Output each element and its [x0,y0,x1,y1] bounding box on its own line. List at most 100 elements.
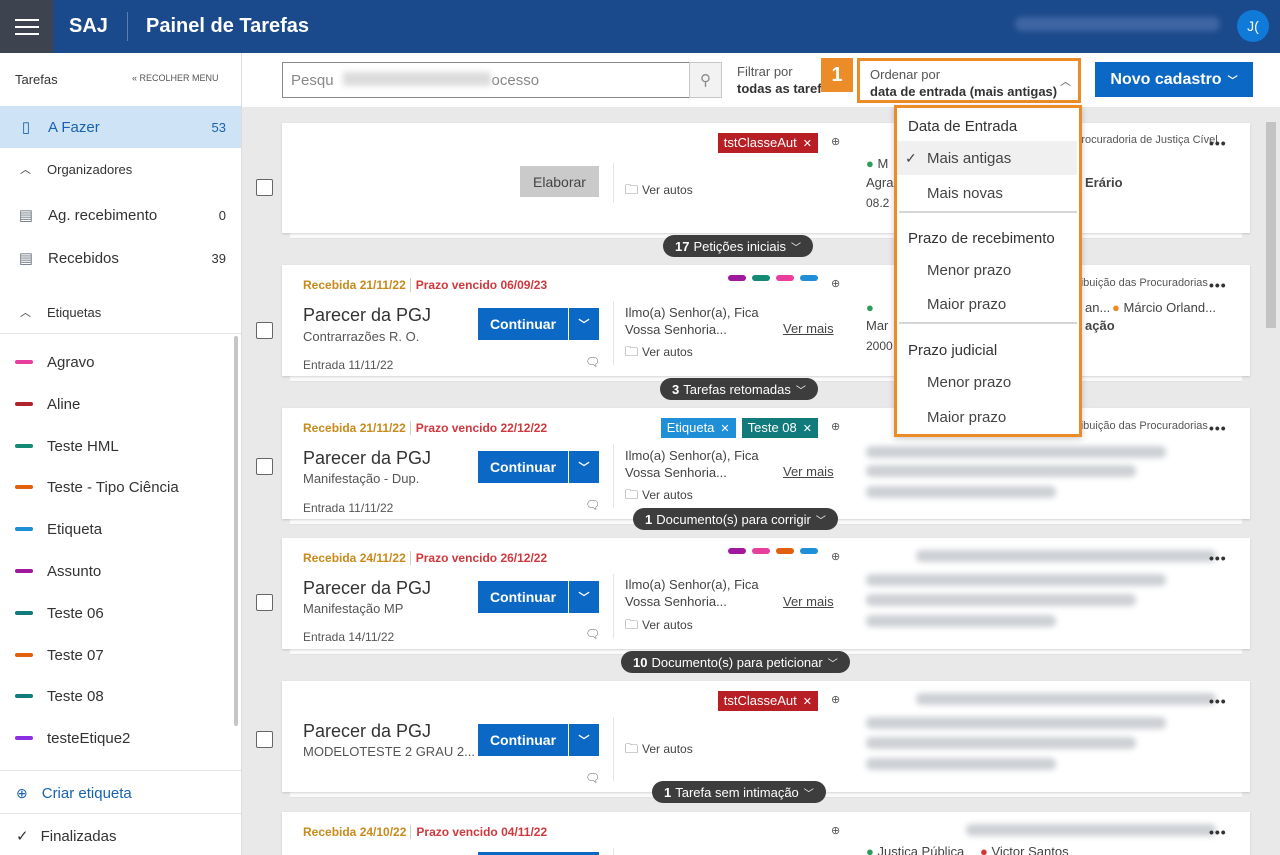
task-checkbox[interactable] [256,731,273,748]
order-option-oldest[interactable]: ✓ Mais antigas [897,141,1077,175]
comment-icon[interactable]: 🗨 [585,498,601,512]
sidebar-section-organizers[interactable]: ︿ Organizadores [0,148,241,190]
new-registration-button[interactable]: Novo cadastro ﹀ [1095,62,1253,97]
sidebar-item-todo[interactable]: ▯ A Fazer 53 [0,106,241,148]
card-group-toggle[interactable]: 1 Documento(s) para corrigir ﹀ [633,508,838,530]
sidebar-item-ag-recebimento[interactable]: ▤ Ag. recebimento 0 [0,194,241,236]
order-option-judicial-shortest[interactable]: Menor prazo [897,365,1077,399]
view-records-link[interactable]: 🗀 Ver autos [625,740,693,762]
order-option-judicial-longest[interactable]: Maior prazo [897,400,1077,434]
sidebar-tag[interactable]: Assunto [0,551,232,591]
order-option-receipt-shortest[interactable]: Menor prazo [897,253,1077,287]
avatar[interactable]: J( [1237,10,1269,42]
task-card[interactable]: tstClasseAut ✕ ⊕ Parecer da PGJ MODELOTES… [282,681,1250,792]
see-more-link[interactable]: Ver mais [783,464,834,479]
tag-dot[interactable] [776,275,794,281]
view-records-link[interactable]: 🗀 Ver autos [625,616,693,638]
comment-icon[interactable]: 🗨 [585,627,601,641]
task-card[interactable]: tstClasseAut ✕ ⊕ Elaborar 🗀 Ver autos Proc… [282,123,1250,233]
elaborate-button[interactable]: Elaborar [520,166,599,197]
close-icon[interactable]: ✕ [802,423,812,435]
card-group-toggle[interactable]: 1 Tarefa sem intimação ﹀ [652,781,826,803]
chevron-down-icon[interactable]: ﹀ [568,581,599,613]
main-scrollbar[interactable] [1266,122,1276,328]
comment-icon[interactable]: 🗨 [585,355,601,369]
task-card[interactable]: Recebida 21/11/22 Prazo vencido 06/09/23 … [282,265,1250,376]
sidebar-tag[interactable]: Teste - Tipo Ciência [0,467,232,507]
create-tag-button[interactable]: ⊕ Criar etiqueta [0,772,241,814]
brand-logo[interactable]: SAJ [69,15,108,37]
sidebar-scrollbar[interactable] [234,336,238,726]
tag-dot[interactable] [752,275,770,281]
view-records-link[interactable]: 🗀 Ver autos [625,486,693,508]
continue-button[interactable]: Continuar ﹀ [478,724,599,756]
sidebar-section-labels[interactable]: ︿ Etiquetas [0,291,241,333]
more-options-icon[interactable]: ••• [1209,824,1227,840]
sidebar-item-finalizadas[interactable]: ✓ Finalizadas [0,815,241,855]
chevron-down-icon[interactable]: ﹀ [568,451,599,483]
order-option-receipt-longest[interactable]: Maior prazo [897,287,1077,321]
close-icon[interactable]: ✕ [802,696,812,708]
order-option-newest[interactable]: Mais novas [897,176,1077,210]
filter-dropdown[interactable]: Filtrar por todas as taref [737,63,822,97]
tag-chip[interactable]: tstClasseAut ✕ [717,133,818,153]
tag-chip[interactable]: tstClasseAut ✕ [717,691,818,711]
sidebar-tag[interactable]: Etiqueta [0,509,232,549]
task-checkbox[interactable] [256,458,273,475]
tag-add-icon[interactable]: ⊕ [831,825,841,837]
task-checkbox[interactable] [256,594,273,611]
sidebar-item-recebidos[interactable]: ▤ Recebidos 39 [0,237,241,279]
more-options-icon[interactable]: ••• [1209,693,1227,709]
more-options-icon[interactable]: ••• [1209,420,1227,436]
sidebar-tag[interactable]: Aline [0,384,232,424]
close-icon[interactable]: ✕ [720,423,730,435]
search-button[interactable]: ⚲ [689,62,722,98]
sidebar-tag[interactable]: Teste 06 [0,593,232,633]
close-icon[interactable]: ✕ [802,138,812,150]
continue-button[interactable] [478,852,599,855]
more-options-icon[interactable]: ••• [1209,277,1227,293]
search-input[interactable]: Pesqu ocesso [282,62,690,98]
chevron-down-icon[interactable]: ﹀ [568,308,599,340]
continue-button[interactable]: Continuar ﹀ [478,451,599,483]
tag-add-icon[interactable]: ⊕ [831,136,841,148]
view-records-link[interactable]: 🗀 Ver autos [625,343,693,365]
tag-chip[interactable]: Etiqueta ✕ [660,418,736,438]
see-more-link[interactable]: Ver mais [783,321,834,336]
task-checkbox[interactable] [256,322,273,339]
tag-add-icon[interactable]: ⊕ [831,278,841,290]
sidebar-tag[interactable]: Teste 08 [0,676,232,716]
chevron-down-icon[interactable]: ﹀ [568,724,599,756]
menu-icon[interactable] [0,0,53,53]
tag-dot[interactable] [800,275,818,281]
see-more-link[interactable]: Ver mais [783,594,834,609]
collapse-menu-button[interactable]: « RECOLHER MENU [132,73,219,83]
comment-icon[interactable]: 🗨 [585,771,601,785]
task-card[interactable]: Recebida 21/11/22 Prazo vencido 22/12/22 … [282,408,1250,519]
tag-add-icon[interactable]: ⊕ [831,694,841,706]
more-options-icon[interactable]: ••• [1209,550,1227,566]
card-group-toggle[interactable]: 10 Documento(s) para peticionar ﹀ [621,651,850,673]
card-group-toggle[interactable]: 3 Tarefas retomadas ﹀ [660,378,818,400]
tag-dot[interactable] [728,275,746,281]
continue-button[interactable]: Continuar ﹀ [478,581,599,613]
sidebar-tag[interactable]: testeEtique2 [0,718,232,758]
task-card[interactable]: Recebida 24/10/22 Prazo vencido 04/11/22 … [282,812,1250,855]
view-records-link[interactable]: 🗀 Ver autos [625,181,693,203]
tag-chip[interactable]: Teste 08 ✕ [741,418,818,438]
task-checkbox[interactable] [256,179,273,196]
tag-dot[interactable] [752,548,770,554]
more-options-icon[interactable]: ••• [1209,135,1227,151]
task-card[interactable]: Recebida 24/11/22 Prazo vencido 26/12/22 … [282,538,1250,649]
card-group-toggle[interactable]: 17 Petições iniciais ﹀ [663,235,813,257]
sidebar-tag[interactable]: Teste HML [0,426,232,466]
order-dropdown[interactable]: Ordenar por data de entrada (mais antiga… [857,58,1081,103]
sidebar-tag[interactable]: Agravo [0,342,232,382]
tag-add-icon[interactable]: ⊕ [831,421,841,433]
sidebar-tag[interactable]: Teste 07 [0,635,232,675]
tag-dot[interactable] [728,548,746,554]
continue-button[interactable]: Continuar ﹀ [478,308,599,340]
tag-add-icon[interactable]: ⊕ [831,551,841,563]
tag-dot[interactable] [800,548,818,554]
tag-dot[interactable] [776,548,794,554]
